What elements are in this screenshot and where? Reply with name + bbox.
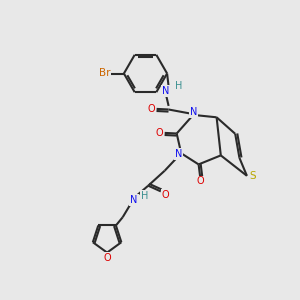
Text: O: O: [161, 190, 169, 200]
Text: O: O: [148, 104, 155, 114]
Text: S: S: [249, 171, 256, 181]
Text: Br: Br: [99, 68, 110, 79]
Text: N: N: [130, 195, 138, 206]
Text: H: H: [175, 81, 182, 92]
Text: O: O: [196, 176, 204, 187]
Text: N: N: [162, 85, 169, 96]
Text: N: N: [175, 149, 182, 159]
Text: O: O: [156, 128, 164, 138]
Text: H: H: [141, 190, 148, 201]
Text: N: N: [190, 107, 197, 117]
Text: O: O: [103, 253, 111, 263]
